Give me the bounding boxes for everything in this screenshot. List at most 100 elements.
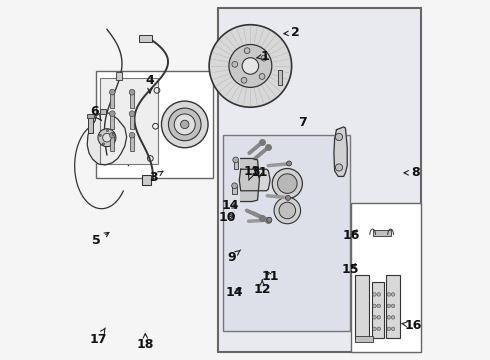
- Circle shape: [373, 304, 376, 308]
- Bar: [130, 112, 134, 130]
- Polygon shape: [334, 127, 347, 176]
- Circle shape: [174, 114, 195, 135]
- Text: 6: 6: [90, 105, 101, 121]
- Circle shape: [335, 164, 343, 171]
- Circle shape: [112, 133, 114, 135]
- Circle shape: [377, 327, 381, 330]
- Circle shape: [180, 120, 189, 129]
- Text: 1: 1: [257, 50, 269, 63]
- Circle shape: [335, 134, 343, 140]
- Circle shape: [286, 195, 291, 201]
- Circle shape: [106, 130, 108, 132]
- Bar: [100, 78, 158, 164]
- Bar: [371, 282, 384, 338]
- Circle shape: [272, 168, 302, 199]
- Circle shape: [109, 89, 115, 95]
- Text: 16: 16: [342, 229, 360, 242]
- Circle shape: [287, 161, 292, 166]
- Text: 4: 4: [146, 74, 154, 93]
- Circle shape: [232, 183, 238, 189]
- Text: 5: 5: [92, 233, 109, 247]
- Bar: [373, 230, 391, 236]
- Circle shape: [274, 197, 300, 224]
- Bar: [116, 72, 122, 80]
- Circle shape: [392, 327, 395, 330]
- Polygon shape: [239, 169, 270, 191]
- Bar: [234, 161, 238, 169]
- Text: 10: 10: [219, 211, 236, 224]
- Circle shape: [387, 327, 391, 330]
- Bar: [130, 134, 134, 151]
- Circle shape: [129, 132, 135, 138]
- Circle shape: [387, 293, 391, 296]
- Circle shape: [392, 316, 395, 319]
- Circle shape: [161, 101, 208, 148]
- Circle shape: [229, 45, 272, 87]
- Bar: [386, 275, 400, 338]
- Circle shape: [277, 174, 297, 193]
- Text: 14: 14: [222, 199, 240, 212]
- Polygon shape: [87, 112, 126, 165]
- Circle shape: [129, 89, 135, 95]
- Text: 15: 15: [342, 263, 360, 276]
- Bar: [232, 186, 237, 194]
- Bar: [355, 275, 369, 338]
- Bar: [130, 91, 134, 108]
- Circle shape: [233, 157, 239, 163]
- Bar: [87, 114, 95, 118]
- Text: 16: 16: [402, 319, 422, 332]
- Circle shape: [209, 25, 292, 107]
- Circle shape: [99, 134, 101, 136]
- Circle shape: [377, 293, 381, 296]
- Circle shape: [109, 111, 115, 117]
- Circle shape: [232, 62, 238, 67]
- Bar: [100, 109, 106, 114]
- Circle shape: [242, 58, 259, 74]
- Circle shape: [98, 129, 116, 147]
- Circle shape: [267, 217, 272, 222]
- Bar: [96, 71, 213, 178]
- Bar: [355, 336, 373, 342]
- Bar: [110, 134, 115, 151]
- Circle shape: [392, 304, 395, 308]
- Text: 18: 18: [137, 334, 154, 351]
- Circle shape: [387, 304, 391, 308]
- Bar: [88, 116, 93, 134]
- Text: 12: 12: [253, 280, 271, 296]
- Circle shape: [387, 316, 391, 319]
- Circle shape: [102, 134, 111, 142]
- Circle shape: [377, 304, 381, 308]
- Text: 13: 13: [244, 165, 261, 180]
- Circle shape: [129, 111, 135, 117]
- Text: 2: 2: [284, 27, 299, 40]
- Text: 14: 14: [225, 287, 243, 300]
- Circle shape: [102, 143, 104, 145]
- Text: 17: 17: [89, 328, 107, 346]
- Polygon shape: [241, 158, 259, 202]
- Text: 11: 11: [250, 166, 268, 179]
- Circle shape: [373, 316, 376, 319]
- Circle shape: [261, 55, 267, 61]
- Bar: [351, 203, 421, 352]
- Circle shape: [392, 293, 395, 296]
- Bar: [139, 36, 152, 42]
- Circle shape: [109, 132, 115, 138]
- Text: 3: 3: [149, 171, 163, 184]
- Circle shape: [279, 202, 295, 219]
- Circle shape: [259, 73, 265, 79]
- Bar: [110, 91, 115, 108]
- Circle shape: [241, 77, 247, 83]
- Bar: [278, 70, 282, 85]
- Bar: [110, 112, 115, 130]
- Text: 11: 11: [261, 270, 279, 283]
- Bar: [223, 135, 350, 330]
- Circle shape: [377, 316, 381, 319]
- Circle shape: [244, 48, 250, 54]
- Text: 9: 9: [227, 250, 241, 264]
- Circle shape: [373, 327, 376, 330]
- Text: 8: 8: [404, 166, 419, 179]
- Bar: [142, 175, 151, 185]
- Circle shape: [169, 108, 201, 141]
- Bar: [218, 8, 421, 352]
- Circle shape: [373, 293, 376, 296]
